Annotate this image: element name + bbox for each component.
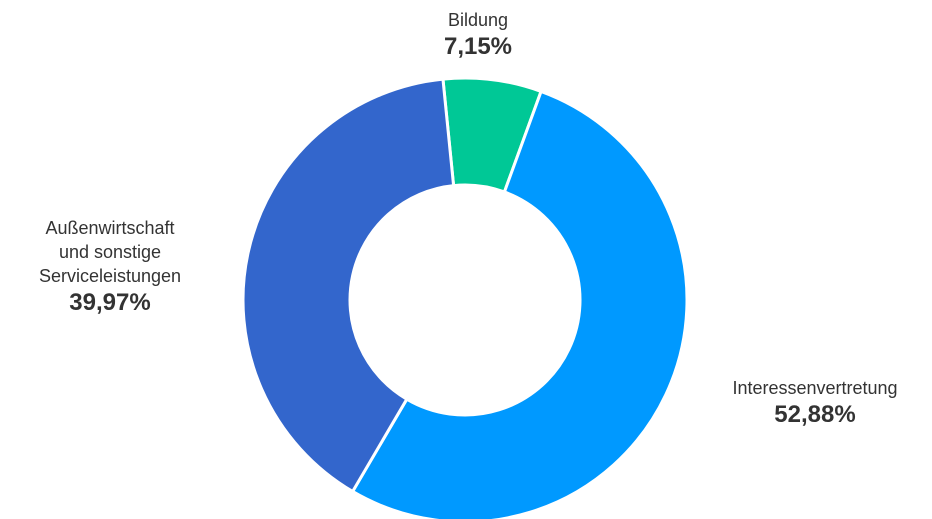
slice-label: Außenwirtschaft und sonstige Serviceleis… — [31, 216, 189, 318]
value-label: 7,15% — [443, 33, 513, 60]
donut-slice — [241, 77, 456, 494]
category-label: Interessenvertretung — [732, 378, 898, 398]
value-label: 52,88% — [774, 401, 856, 428]
value-label: 39,97% — [69, 289, 151, 316]
category-label: Bildung — [447, 10, 509, 30]
category-label: Außenwirtschaft und sonstige Serviceleis… — [38, 218, 182, 286]
slice-label: Bildung 7,15% — [378, 8, 578, 62]
slice-label: Interessenvertretung 52,88% — [685, 376, 932, 430]
